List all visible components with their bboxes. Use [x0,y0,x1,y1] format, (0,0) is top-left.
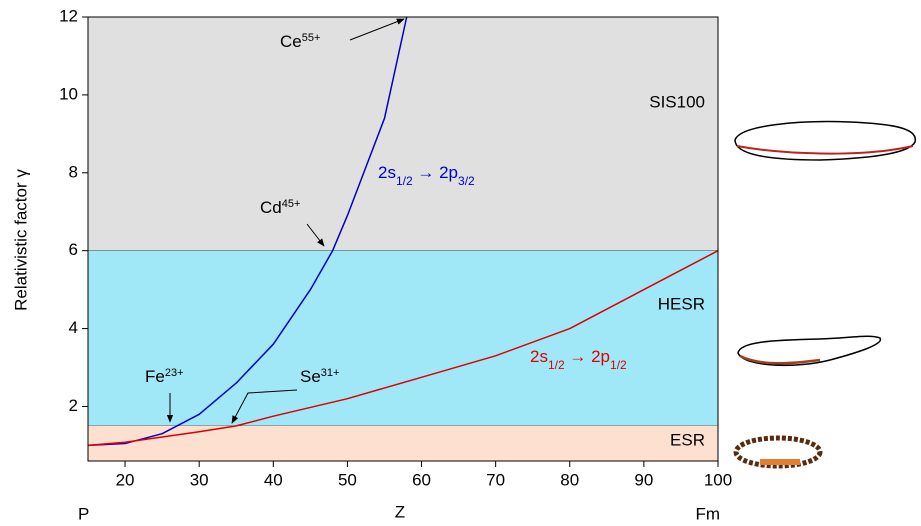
series-label-part: → 2p [565,347,610,366]
arrow [231,389,298,424]
region-label: HESR [658,294,705,313]
line [87,16,408,447]
x-end-label: P [78,504,89,523]
annotation: Ce55+ [280,32,320,51]
x-tick-label: 100 [704,470,732,489]
region-label: ESR [670,430,705,449]
series-label: 2s1/2 → 2p3/2 [378,163,475,188]
y-tick-label: 8 [69,162,78,181]
x-tick-label: 60 [412,470,431,489]
series-label: 2s1/2 → 2p1/2 [530,347,627,372]
series-label-part: 1/2 [610,358,627,372]
series-label-part: 1/2 [548,358,565,372]
plot-frame [87,16,719,462]
sis100-ring [736,145,914,155]
esr-ring [733,435,823,469]
annotation: Cd45+ [260,198,300,217]
y-tick-label: 10 [59,84,78,103]
x-tick-label: 50 [338,470,357,489]
ring-icons [733,120,917,469]
annotation: Fe23+ [145,367,184,386]
series-label-part: 1/2 [396,174,413,188]
annotation-sup: 55+ [302,32,321,44]
region [88,425,718,461]
region [88,17,718,251]
series-label-part: 2s [530,347,548,366]
y-tick-label: 4 [69,318,78,337]
regions [88,17,718,462]
annotation-sup: 31+ [321,367,340,379]
annotation-base: Ce [280,32,302,51]
arrow [349,18,405,41]
frame [82,16,719,467]
sis100-ring [734,120,917,161]
line [87,250,719,447]
region-label: SIS100 [649,92,705,111]
x-tick-label: 20 [116,470,135,489]
y-tick-label: 12 [59,6,78,25]
series-label-part: 2s [378,163,396,182]
annotation-base: Fe [145,367,165,386]
annotation-base: Cd [260,198,282,217]
arrows [166,18,405,424]
x-end-label: Fm [695,504,720,523]
x-axis-label: Z [395,502,405,521]
y-tick-label: 2 [69,396,78,415]
series-label-part: 3/2 [458,174,475,188]
hesr-ring [739,354,821,365]
annotation: Se31+ [300,367,339,386]
arrow [306,223,325,247]
series-label-part: → 2p [413,163,458,182]
y-tick-label: 6 [69,240,78,259]
y-axis-label: Relativistic factor γ [11,169,30,311]
x-tick-label: 90 [634,470,653,489]
annotation-sup: 23+ [165,367,184,379]
x-tick-label: 80 [560,470,579,489]
region [88,250,718,426]
x-tick-label: 30 [190,470,209,489]
hesr-ring [737,335,881,367]
x-tick-label: 40 [264,470,283,489]
curves [87,16,719,447]
annotation-sup: 45+ [282,198,301,210]
x-tick-label: 70 [486,470,505,489]
annotation-base: Se [300,367,321,386]
